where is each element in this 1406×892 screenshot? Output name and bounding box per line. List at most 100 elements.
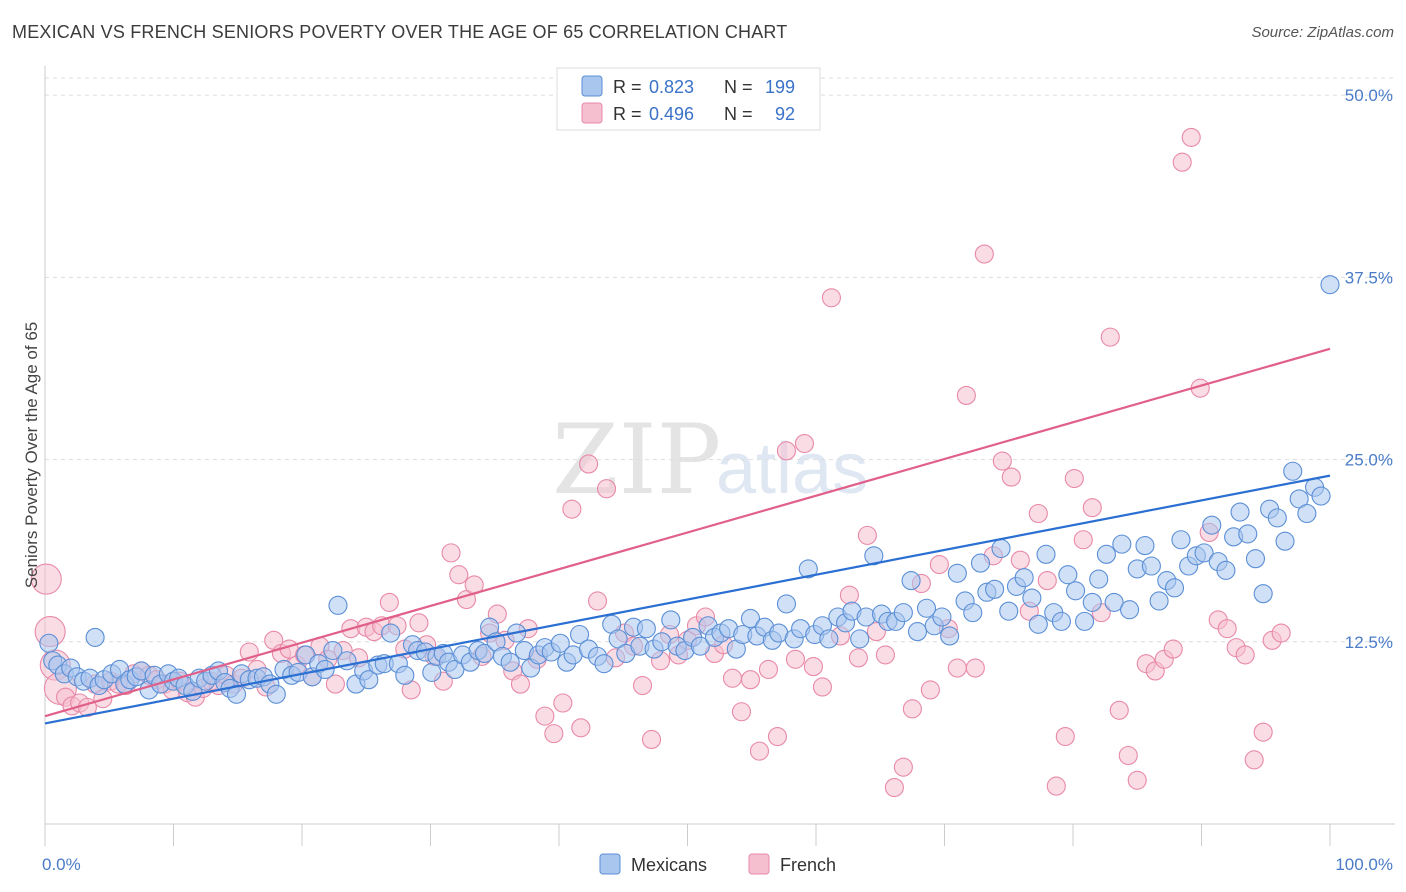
point-french-77 <box>632 675 653 696</box>
point-mexicans-142 <box>1022 588 1042 608</box>
y-tick-label-3: 50.0% <box>1345 86 1393 105</box>
point-french-131 <box>1118 745 1138 766</box>
point-mexicans-115 <box>819 629 839 649</box>
point-french-132 <box>1127 770 1147 790</box>
point-mexicans-78 <box>550 633 570 653</box>
point-mexicans-109 <box>776 594 796 614</box>
chart-title: MEXICAN VS FRENCH SENIORS POVERTY OVER T… <box>12 22 788 42</box>
legend-swatch-mexicans <box>599 853 621 875</box>
point-mexicans-81 <box>570 624 590 645</box>
point-mexicans-152 <box>1096 544 1116 564</box>
point-mexicans-151 <box>1089 569 1109 589</box>
point-mexicans-112 <box>798 559 818 579</box>
axes <box>44 66 1395 846</box>
point-french-69 <box>562 499 582 519</box>
point-mexicans-162 <box>1171 530 1191 550</box>
point-mexicans-97 <box>690 636 710 656</box>
point-french-91 <box>758 659 779 680</box>
point-french-107 <box>902 699 922 719</box>
point-mexicans-45 <box>323 640 343 661</box>
point-french-68 <box>553 693 573 713</box>
point-french-102 <box>857 525 877 545</box>
point-french-93 <box>776 441 796 461</box>
point-french-137 <box>1172 152 1192 172</box>
point-mexicans-141 <box>1014 568 1034 588</box>
point-french-89 <box>740 670 761 690</box>
point-mexicans-104 <box>740 608 761 629</box>
point-french-66 <box>535 706 555 726</box>
point-mexicans-84 <box>594 654 614 674</box>
point-mexicans-157 <box>1135 536 1155 556</box>
point-french-136 <box>1163 639 1183 659</box>
legend-swatch-french <box>748 853 770 875</box>
stats-swatch-mexicans <box>581 75 603 97</box>
point-mexicans-182 <box>1320 275 1340 295</box>
point-french-124 <box>1055 726 1075 747</box>
point-mexicans-8 <box>85 627 105 647</box>
point-mexicans-134 <box>963 603 983 623</box>
stats-n-value-mexicans: 199 <box>765 77 795 97</box>
point-french-145 <box>1244 750 1264 770</box>
trend-lines <box>44 347 1331 725</box>
point-french-72 <box>587 591 608 611</box>
point-mexicans-125 <box>893 603 913 623</box>
point-french-122 <box>1037 571 1057 591</box>
point-mexicans-147 <box>1058 565 1078 585</box>
point-french-67 <box>544 724 564 744</box>
point-french-46 <box>379 592 399 612</box>
point-french-78 <box>641 729 662 750</box>
point-mexicans-168 <box>1216 560 1236 580</box>
point-french-146 <box>1253 722 1273 742</box>
stats-r-label-french: R = <box>613 104 642 124</box>
point-french-125 <box>1064 468 1084 489</box>
point-mexicans-161 <box>1164 578 1185 598</box>
point-french-101 <box>848 648 868 668</box>
point-mexicans-166 <box>1202 515 1222 535</box>
stats-r-label-mexicans: R = <box>613 77 642 97</box>
y-tick-label-0: 12.5% <box>1345 633 1393 652</box>
point-french-90 <box>749 741 770 761</box>
point-mexicans-165 <box>1194 543 1214 563</box>
point-mexicans-171 <box>1238 524 1258 544</box>
point-french-121 <box>1028 503 1048 524</box>
point-mexicans-155 <box>1119 600 1140 620</box>
point-mexicans-172 <box>1245 549 1266 569</box>
trend-line-french <box>44 347 1331 718</box>
stats-n-label-french: N = <box>724 104 753 124</box>
point-mexicans-153 <box>1104 592 1124 612</box>
point-mexicans-130 <box>932 607 952 627</box>
point-french-92 <box>767 726 788 747</box>
point-mexicans-31 <box>226 684 247 704</box>
point-french-98 <box>821 288 841 308</box>
point-mexicans-144 <box>1036 544 1056 564</box>
point-french-71 <box>579 454 599 474</box>
legend-label-french: French <box>780 855 836 875</box>
point-french-119 <box>1010 550 1030 570</box>
point-french-39 <box>325 674 345 694</box>
point-french-104 <box>875 645 895 665</box>
point-french-148 <box>1271 623 1291 643</box>
legend-label-mexicans: Mexicans <box>631 855 707 875</box>
point-mexicans-173 <box>1253 584 1273 604</box>
point-french-109 <box>920 680 940 700</box>
stats-r-value-mexicans: 0.823 <box>649 77 694 97</box>
point-mexicans-159 <box>1149 591 1169 611</box>
point-french-73 <box>596 479 617 499</box>
point-french-96 <box>803 657 823 677</box>
point-french-63 <box>510 674 531 694</box>
point-mexicans-150 <box>1082 592 1102 612</box>
point-mexicans-137 <box>985 579 1005 599</box>
point-french-123 <box>1046 776 1066 796</box>
point-mexicans-120 <box>856 607 876 627</box>
point-french-142 <box>1217 619 1237 639</box>
point-mexicans-181 <box>1311 486 1331 506</box>
point-mexicans-176 <box>1275 531 1295 551</box>
point-mexicans-126 <box>901 571 921 591</box>
point-french-105 <box>884 778 904 798</box>
chart-source: Source: ZipAtlas.com <box>1251 24 1394 41</box>
point-french-0 <box>30 563 62 595</box>
watermark-atlas: atlas <box>716 429 868 509</box>
point-french-130 <box>1109 700 1129 720</box>
point-mexicans-143 <box>1028 614 1048 634</box>
point-mexicans-37 <box>266 684 286 704</box>
